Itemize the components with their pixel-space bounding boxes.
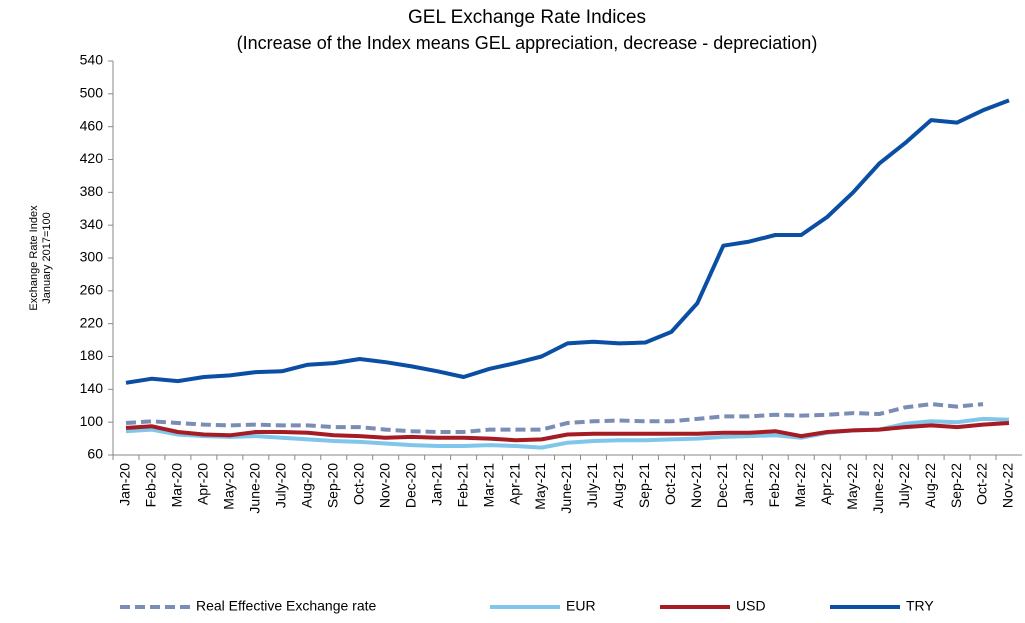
x-tick-label: Oct-20 — [350, 463, 366, 505]
x-tick-label: Dec-20 — [402, 463, 418, 508]
x-tick-label: Jan-20 — [117, 463, 133, 506]
x-tick-label: May-22 — [844, 463, 860, 510]
x-tick-label: Sep-21 — [636, 463, 652, 508]
x-tick-label: Jan-21 — [428, 463, 444, 506]
x-tick-label: June-22 — [870, 463, 886, 514]
x-tick-label: July-22 — [896, 463, 912, 508]
x-tick-label: June-20 — [247, 463, 263, 514]
y-tick-label: 260 — [80, 282, 104, 298]
x-tick-label: Mar-21 — [480, 463, 496, 508]
y-axis-label-line: Exchange Rate Index — [28, 205, 40, 311]
legend-label: USD — [736, 598, 766, 614]
legend-label: TRY — [906, 598, 934, 614]
legend-label: EUR — [566, 598, 596, 614]
x-tick-label: Nov-22 — [1000, 463, 1016, 508]
line-series — [125, 98, 1010, 385]
y-tick-label: 340 — [80, 216, 104, 232]
x-tick-label: Nov-20 — [376, 463, 392, 508]
line-series — [125, 402, 984, 434]
x-tick-label: Dec-21 — [714, 463, 730, 508]
y-tick-label: 220 — [80, 314, 104, 330]
y-tick-label: 60 — [87, 446, 103, 462]
legend-label: Real Effective Exchange rate — [196, 598, 377, 614]
x-tick-label: Aug-22 — [922, 463, 938, 508]
y-tick-label: 460 — [80, 117, 104, 133]
y-tick-label: 420 — [80, 150, 104, 166]
x-tick-label: Aug-21 — [610, 463, 626, 508]
x-tick-label: July-21 — [584, 463, 600, 508]
chart-subtitle: (Increase of the Index means GEL appreci… — [237, 33, 818, 53]
y-tick-label: 540 — [80, 52, 104, 68]
y-tick-label: 380 — [80, 183, 104, 199]
y-tick-label: 100 — [80, 413, 104, 429]
x-tick-label: Jan-22 — [740, 463, 756, 506]
x-tick-label: Aug-20 — [298, 463, 314, 508]
x-tick-label: June-21 — [558, 463, 574, 514]
x-tick-label: Nov-21 — [688, 463, 704, 508]
x-tick-label: Oct-21 — [662, 463, 678, 505]
x-tick-label: Apr-22 — [818, 463, 834, 505]
x-tick-label: July-20 — [273, 463, 289, 508]
x-tick-label: May-20 — [221, 463, 237, 510]
x-tick-label: Apr-20 — [195, 463, 211, 505]
y-tick-label: 500 — [80, 85, 104, 101]
x-tick-label: May-21 — [532, 463, 548, 510]
y-tick-label: 140 — [80, 380, 104, 396]
x-tick-label: Feb-22 — [766, 463, 782, 508]
x-tick-label: Oct-22 — [974, 463, 990, 505]
y-axis-label: Exchange Rate Index January 2017=100 — [28, 205, 53, 311]
x-tick-label: Sep-20 — [324, 463, 340, 508]
chart-title: GEL Exchange Rate Indices — [408, 7, 646, 28]
x-tick-label: Sep-22 — [948, 463, 964, 508]
y-axis-label-line: January 2017=100 — [41, 212, 53, 303]
y-tick-label: 300 — [80, 249, 104, 265]
x-tick-label: Mar-20 — [169, 463, 185, 508]
line-series — [125, 421, 1010, 443]
x-tick-label: Feb-20 — [143, 463, 159, 508]
x-tick-label: Apr-21 — [506, 463, 522, 505]
x-tick-label: Feb-21 — [454, 463, 470, 508]
y-tick-label: 180 — [80, 347, 104, 363]
x-tick-label: Mar-22 — [792, 463, 808, 508]
